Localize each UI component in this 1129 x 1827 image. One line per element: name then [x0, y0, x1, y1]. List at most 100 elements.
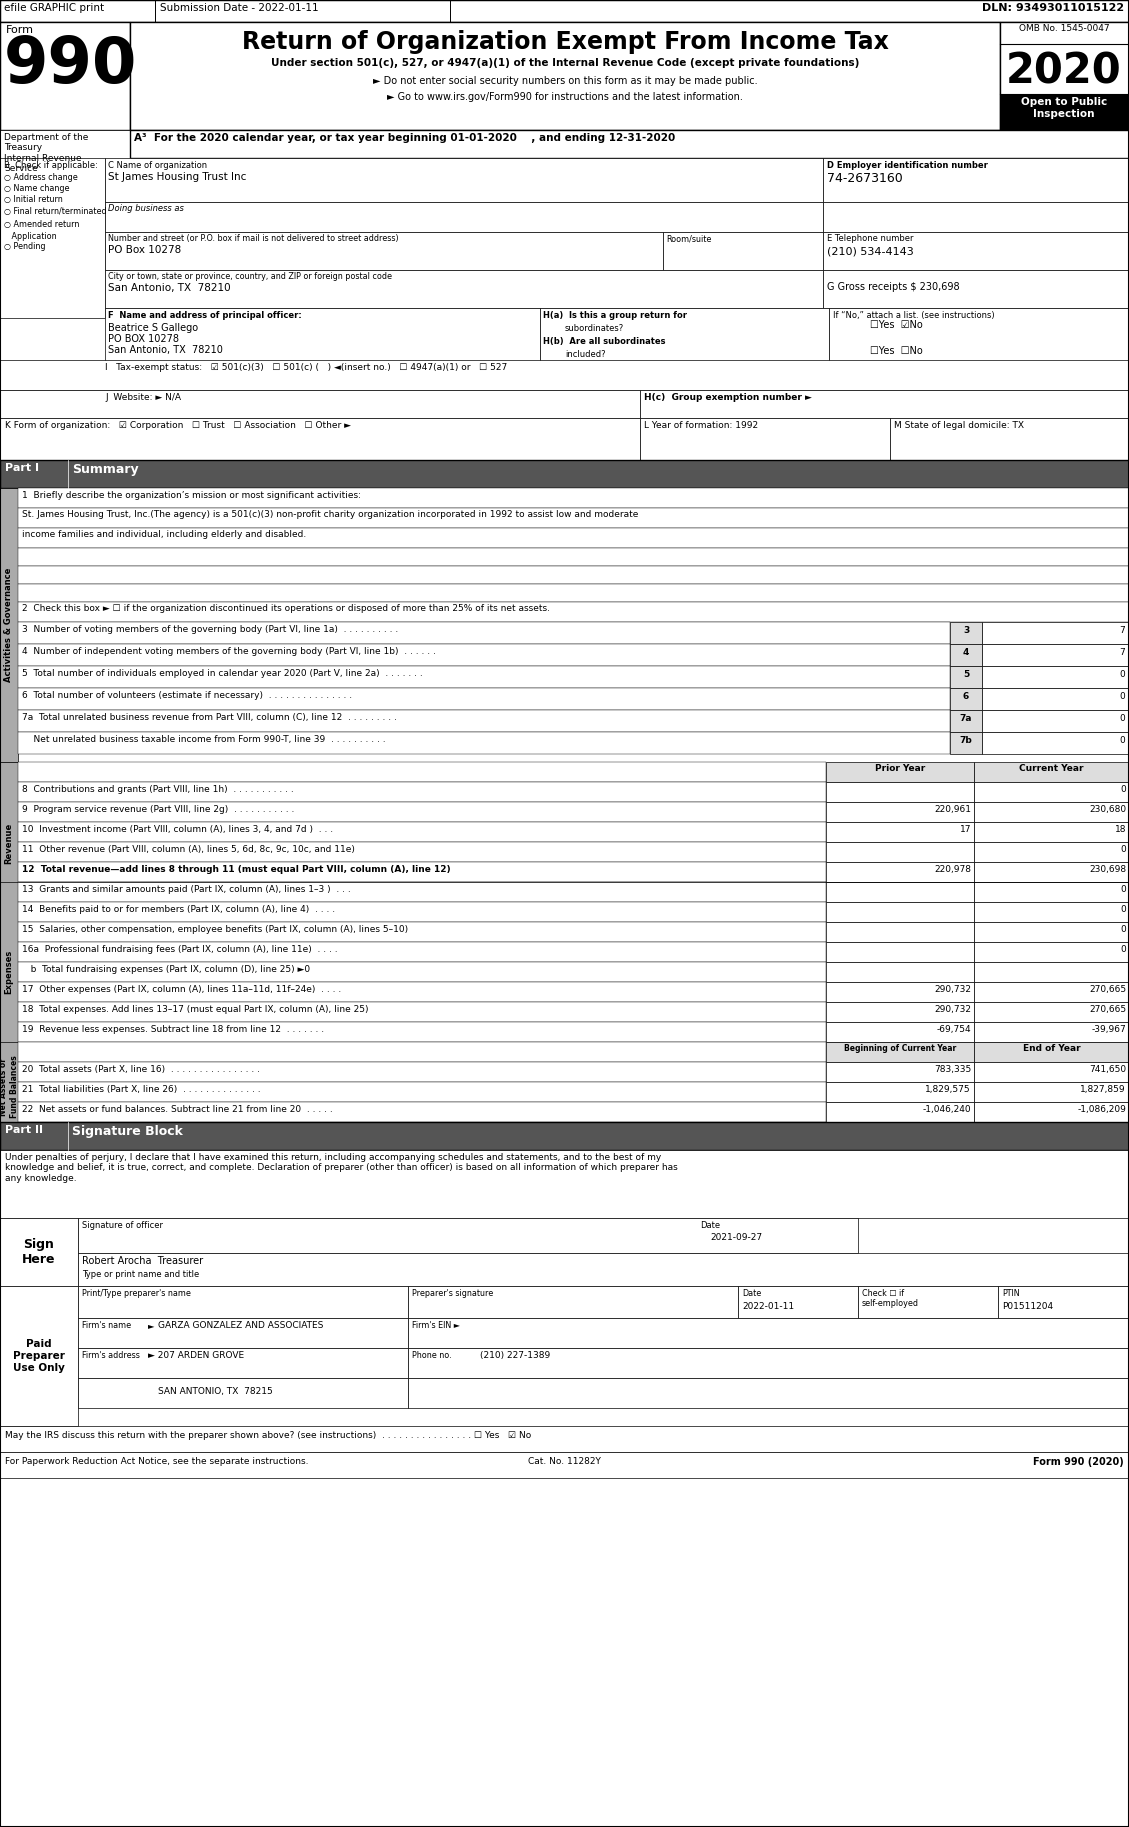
- Bar: [826, 862, 974, 882]
- Text: L Year of formation: 1992: L Year of formation: 1992: [644, 420, 759, 429]
- Text: SAN ANTONIO, TX  78215: SAN ANTONIO, TX 78215: [158, 1387, 273, 1396]
- Bar: [105, 232, 663, 270]
- Text: included?: included?: [564, 351, 605, 358]
- Bar: [829, 309, 1129, 367]
- Text: St James Housing Trust Inc: St James Housing Trust Inc: [108, 172, 246, 183]
- Bar: [18, 782, 826, 802]
- Bar: [0, 1149, 1129, 1219]
- Bar: [0, 22, 130, 130]
- Bar: [105, 157, 823, 203]
- Bar: [0, 762, 18, 924]
- Text: 270,665: 270,665: [1088, 985, 1126, 994]
- Bar: [18, 1102, 826, 1122]
- Bar: [974, 1061, 1129, 1082]
- Text: Beginning of Current Year: Beginning of Current Year: [843, 1043, 956, 1052]
- Text: ►: ►: [148, 1321, 155, 1330]
- Text: 22  Net assets or fund balances. Subtract line 21 from line 20  . . . . .: 22 Net assets or fund balances. Subtract…: [21, 1105, 333, 1114]
- Bar: [18, 488, 1129, 508]
- Bar: [78, 1253, 1129, 1286]
- Bar: [408, 1286, 738, 1317]
- Bar: [18, 981, 826, 1001]
- Text: 15  Salaries, other compensation, employee benefits (Part IX, column (A), lines : 15 Salaries, other compensation, employe…: [21, 924, 408, 934]
- Bar: [0, 1427, 1129, 1452]
- Text: St. James Housing Trust, Inc.(The agency) is a 501(c)(3) non-profit charity orga: St. James Housing Trust, Inc.(The agency…: [21, 510, 638, 519]
- Text: Submission Date - 2022-01-11: Submission Date - 2022-01-11: [160, 4, 318, 13]
- Text: 7: 7: [1119, 649, 1124, 658]
- Bar: [640, 418, 890, 460]
- Bar: [18, 963, 826, 981]
- Text: 2  Check this box ► ☐ if the organization discontinued its operations or dispose: 2 Check this box ► ☐ if the organization…: [21, 605, 550, 614]
- Text: b  Total fundraising expenses (Part IX, column (D), line 25) ►0: b Total fundraising expenses (Part IX, c…: [21, 965, 310, 974]
- Bar: [826, 782, 974, 802]
- Bar: [826, 1001, 974, 1021]
- Bar: [0, 1041, 18, 1133]
- Text: 6: 6: [963, 692, 969, 702]
- Bar: [826, 842, 974, 862]
- Text: San Antonio, TX  78210: San Antonio, TX 78210: [108, 283, 230, 292]
- Bar: [18, 923, 826, 943]
- Text: GARZA GONZALEZ AND ASSOCIATES: GARZA GONZALEZ AND ASSOCIATES: [158, 1321, 323, 1330]
- Text: Number and street (or P.O. box if mail is not delivered to street address): Number and street (or P.O. box if mail i…: [108, 234, 399, 243]
- Bar: [982, 621, 1129, 643]
- Bar: [0, 882, 18, 1061]
- Text: 14  Benefits paid to or for members (Part IX, column (A), line 4)  . . . .: 14 Benefits paid to or for members (Part…: [21, 904, 335, 914]
- Text: 4: 4: [963, 649, 969, 658]
- Text: 0: 0: [1120, 904, 1126, 914]
- Text: Print/Type preparer's name: Print/Type preparer's name: [82, 1290, 191, 1297]
- Text: H(a)  Is this a group return for: H(a) Is this a group return for: [543, 311, 688, 320]
- Text: 230,680: 230,680: [1088, 806, 1126, 815]
- Text: If “No,” attach a list. (see instructions): If “No,” attach a list. (see instruction…: [833, 311, 995, 320]
- Bar: [18, 903, 826, 923]
- Text: K Form of organization:   ☑ Corporation   ☐ Trust   ☐ Association   ☐ Other ►: K Form of organization: ☑ Corporation ☐ …: [5, 420, 351, 429]
- Text: For Paperwork Reduction Act Notice, see the separate instructions.: For Paperwork Reduction Act Notice, see …: [5, 1456, 308, 1465]
- Text: 0: 0: [1120, 884, 1126, 893]
- Text: 4  Number of independent voting members of the governing body (Part VI, line 1b): 4 Number of independent voting members o…: [21, 647, 436, 656]
- Text: B  Check if applicable:: B Check if applicable:: [5, 161, 98, 170]
- Text: Date: Date: [742, 1290, 761, 1297]
- Text: efile GRAPHIC print: efile GRAPHIC print: [5, 4, 104, 13]
- Bar: [0, 1452, 1129, 1478]
- Bar: [974, 842, 1129, 862]
- Text: 1  Briefly describe the organization’s mission or most significant activities:: 1 Briefly describe the organization’s mi…: [21, 491, 361, 501]
- Bar: [0, 0, 1129, 22]
- Bar: [998, 1286, 1129, 1317]
- Bar: [78, 1286, 408, 1317]
- Text: Department of the
Treasury
Internal Revenue
Service: Department of the Treasury Internal Reve…: [5, 133, 88, 174]
- Bar: [130, 130, 1129, 157]
- Text: 783,335: 783,335: [934, 1065, 971, 1074]
- Text: -39,967: -39,967: [1092, 1025, 1126, 1034]
- Bar: [826, 981, 974, 1001]
- Bar: [18, 882, 826, 903]
- Text: 0: 0: [1119, 714, 1124, 723]
- Text: 16a  Professional fundraising fees (Part IX, column (A), line 11e)  . . . .: 16a Professional fundraising fees (Part …: [21, 945, 338, 954]
- Text: City or town, state or province, country, and ZIP or foreign postal code: City or town, state or province, country…: [108, 272, 392, 281]
- Bar: [826, 882, 974, 903]
- Text: 741,650: 741,650: [1088, 1065, 1126, 1074]
- Bar: [0, 460, 1129, 488]
- Text: Signature of officer: Signature of officer: [82, 1220, 163, 1230]
- Text: 2022-01-11: 2022-01-11: [742, 1303, 794, 1312]
- Text: 5  Total number of individuals employed in calendar year 2020 (Part V, line 2a) : 5 Total number of individuals employed i…: [21, 669, 422, 678]
- Bar: [18, 566, 1129, 585]
- Text: 9  Program service revenue (Part VIII, line 2g)  . . . . . . . . . . .: 9 Program service revenue (Part VIII, li…: [21, 806, 295, 815]
- Text: 1,827,859: 1,827,859: [1080, 1085, 1126, 1094]
- Bar: [982, 643, 1129, 667]
- Text: 8  Contributions and grants (Part VIII, line 1h)  . . . . . . . . . . .: 8 Contributions and grants (Part VIII, l…: [21, 786, 294, 795]
- Bar: [18, 621, 949, 643]
- Text: PO Box 10278: PO Box 10278: [108, 245, 182, 256]
- Bar: [826, 943, 974, 963]
- Text: 13  Grants and similar amounts paid (Part IX, column (A), lines 1–3 )  . . .: 13 Grants and similar amounts paid (Part…: [21, 884, 351, 893]
- Bar: [982, 711, 1129, 733]
- Text: A³  For the 2020 calendar year, or tax year beginning 01-01-2020    , and ending: A³ For the 2020 calendar year, or tax ye…: [134, 133, 675, 143]
- Text: ☐Yes  ☑No: ☐Yes ☑No: [870, 320, 922, 331]
- Bar: [982, 689, 1129, 711]
- Bar: [974, 762, 1129, 782]
- Text: OMB No. 1545-0047: OMB No. 1545-0047: [1018, 24, 1110, 33]
- Text: Net unrelated business taxable income from Form 990-T, line 39  . . . . . . . . : Net unrelated business taxable income fr…: [21, 734, 386, 744]
- Bar: [0, 418, 640, 460]
- Text: 270,665: 270,665: [1088, 1005, 1126, 1014]
- Bar: [974, 1041, 1129, 1061]
- Bar: [826, 903, 974, 923]
- Bar: [18, 733, 949, 755]
- Bar: [1000, 93, 1129, 130]
